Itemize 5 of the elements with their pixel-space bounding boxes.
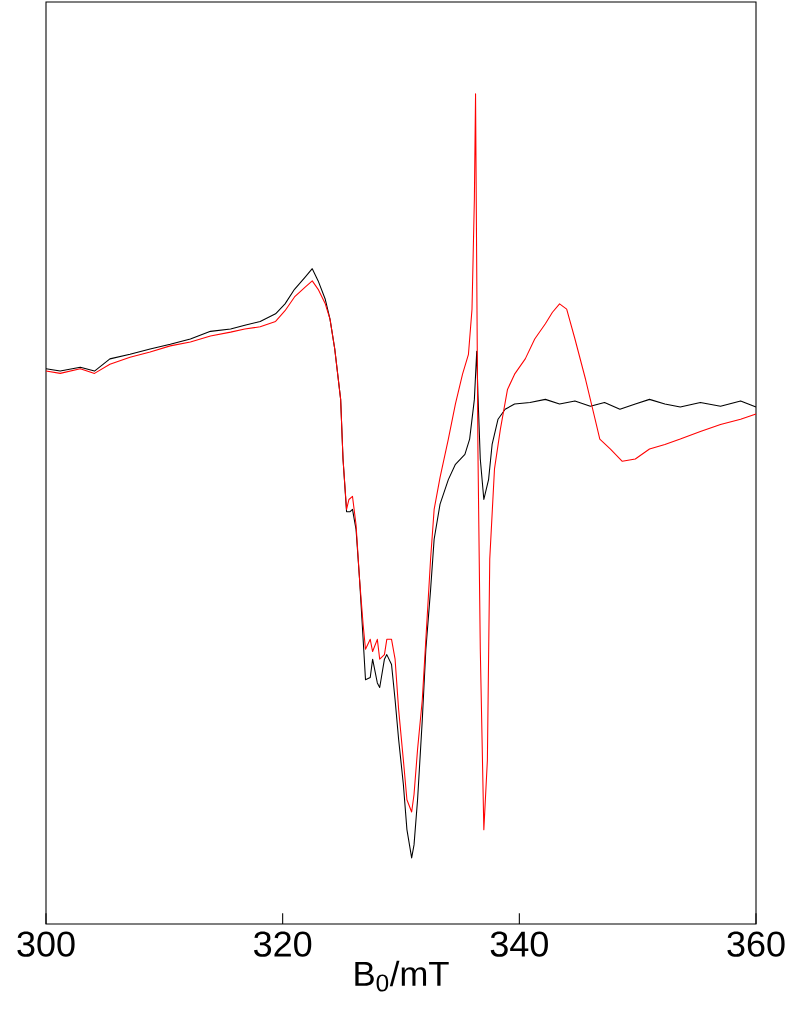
x-tick-label: 300 [17,931,75,957]
x-tick-label: 340 [490,931,548,957]
x-tick-label: 360 [727,931,785,957]
x-axis-title: B$_{0}$/mT [355,960,449,992]
x-tick-label: 320 [254,931,312,957]
